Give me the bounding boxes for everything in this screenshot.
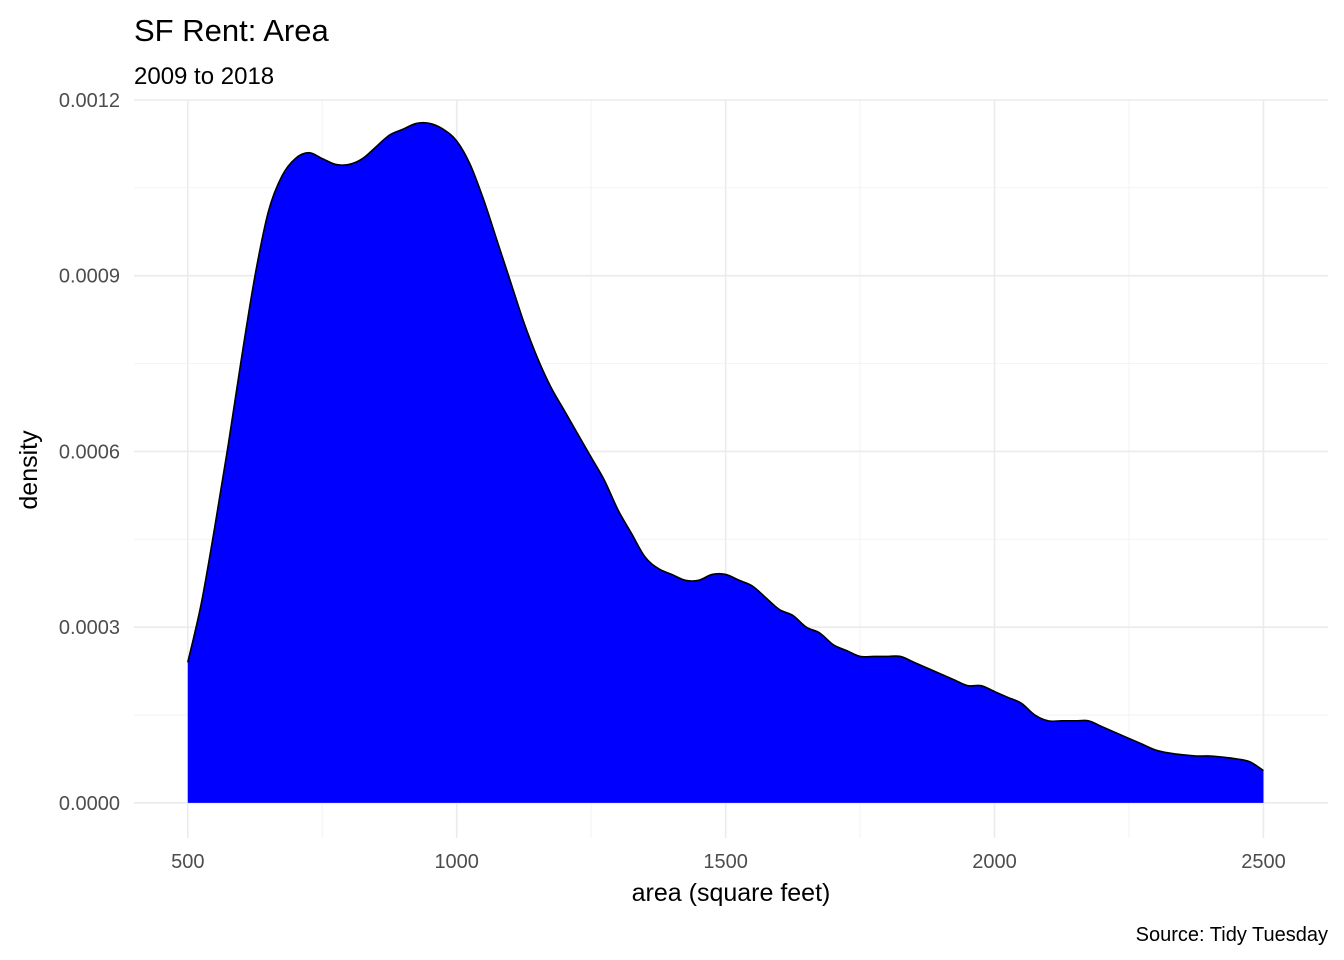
y-axis-title: density [15, 430, 43, 510]
x-tick-label: 2500 [1241, 851, 1286, 873]
y-tick-label: 0.0012 [59, 90, 120, 112]
y-tick-label: 0.0000 [59, 793, 120, 815]
chart-subtitle: 2009 to 2018 [134, 63, 274, 90]
x-tick-label: 1500 [703, 851, 748, 873]
x-tick-label: 2000 [972, 851, 1017, 873]
y-tick-label: 0.0009 [59, 266, 120, 288]
density-series [187, 121, 1264, 803]
x-tick-label: 500 [171, 851, 204, 873]
chart-title: SF Rent: Area [134, 13, 329, 48]
y-tick-label: 0.0003 [59, 617, 120, 639]
y-axis-tick-labels: 0.0000 0.0003 0.0006 0.0009 0.0012 [59, 90, 120, 815]
x-tick-label: 1000 [434, 851, 479, 873]
x-axis-title: area (square feet) [632, 879, 831, 907]
y-tick-label: 0.0006 [59, 441, 120, 463]
chart-caption: Source: Tidy Tuesday [1136, 924, 1328, 946]
density-line [187, 121, 1264, 772]
x-axis-tick-labels: 500 1000 1500 2000 2500 [171, 851, 1286, 873]
density-area [187, 122, 1264, 803]
